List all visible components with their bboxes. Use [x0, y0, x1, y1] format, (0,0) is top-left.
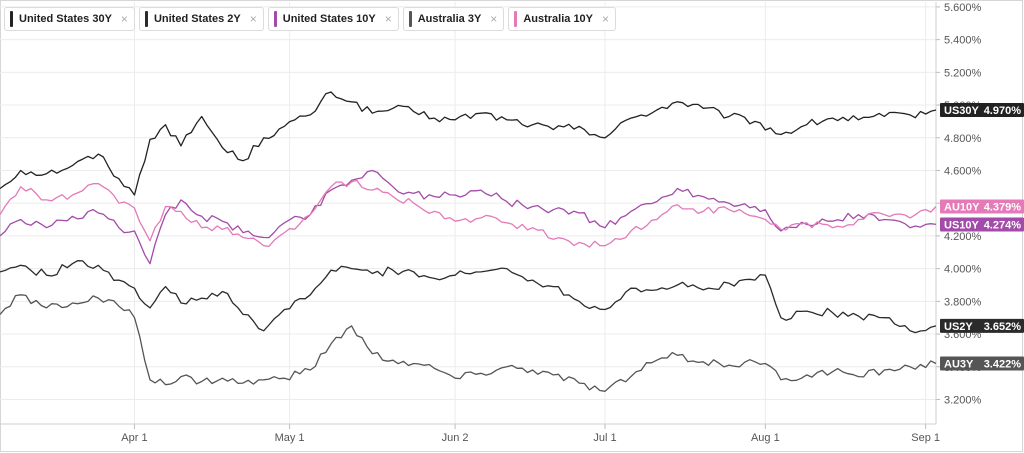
series-line: [0, 169, 937, 265]
legend-label: United States 10Y: [282, 13, 376, 25]
legend-label: United States 30Y: [19, 13, 112, 25]
x-tick-label: Sep 1: [911, 432, 940, 444]
badge-background: [940, 199, 1024, 214]
legend: United States 30Y × United States 2Y × Unite…: [4, 7, 617, 31]
badge-background: [940, 102, 1024, 117]
y-tick-label: 4.000%: [944, 264, 982, 276]
x-tick-label: Jul 1: [593, 432, 616, 444]
badge-value: 4.274%: [984, 219, 1022, 231]
last-value-badge: US2Y 3.652%: [940, 318, 1024, 333]
legend-item[interactable]: United States 2Y ×: [138, 7, 264, 31]
badge-value: 3.422%: [984, 358, 1022, 370]
legend-color-swatch: [408, 11, 412, 27]
legend-label: Australia 10Y: [523, 13, 594, 25]
legend-color-swatch: [144, 11, 148, 27]
x-tick-label: May 1: [275, 432, 305, 444]
x-tick-label: Aug 1: [751, 432, 780, 444]
legend-color-swatch: [514, 11, 518, 27]
legend-label: Australia 3Y: [417, 13, 482, 25]
legend-item[interactable]: United States 10Y ×: [267, 7, 399, 31]
badge-tag: US10Y: [944, 219, 980, 231]
badge-value: 4.379%: [984, 201, 1022, 213]
y-tick-label: 5.600%: [944, 2, 982, 14]
series-line: [0, 294, 937, 392]
y-tick-label: 3.200%: [944, 394, 982, 406]
close-icon[interactable]: ×: [384, 12, 392, 26]
badge-background: [940, 356, 1024, 371]
y-tick-label: 4.800%: [944, 133, 982, 145]
series-line: [0, 91, 937, 196]
y-tick-label: 4.200%: [944, 231, 982, 243]
badge-tag: US2Y: [944, 321, 973, 333]
y-tick-label: 5.200%: [944, 67, 982, 79]
legend-item[interactable]: United States 30Y ×: [4, 7, 135, 31]
badge-value: 4.970%: [984, 105, 1022, 117]
x-tick-label: Jun 2: [442, 432, 469, 444]
legend-label: United States 2Y: [153, 13, 241, 25]
badge-value: 3.652%: [984, 321, 1022, 333]
close-icon[interactable]: ×: [602, 12, 610, 26]
last-value-badge: AU3Y 3.422%: [940, 356, 1024, 371]
series-line: [0, 260, 937, 334]
legend-item[interactable]: Australia 3Y ×: [402, 7, 505, 31]
close-icon[interactable]: ×: [120, 12, 128, 26]
last-value-badge: US30Y 4.970%: [940, 102, 1024, 117]
badge-background: [940, 318, 1024, 333]
last-value-badge: US10Y 4.274%: [940, 217, 1024, 232]
y-tick-label: 3.800%: [944, 296, 982, 308]
legend-color-swatch: [273, 11, 277, 27]
last-value-badge: AU10Y 4.379%: [940, 199, 1024, 214]
badge-background: [940, 217, 1024, 232]
legend-color-swatch: [10, 11, 13, 27]
badge-tag: AU3Y: [944, 358, 974, 370]
badge-tag: US30Y: [944, 105, 980, 117]
badge-tag: AU10Y: [944, 201, 980, 213]
y-tick-label: 4.600%: [944, 165, 982, 177]
close-icon[interactable]: ×: [490, 12, 498, 26]
x-tick-label: Apr 1: [121, 432, 147, 444]
close-icon[interactable]: ×: [249, 12, 257, 26]
y-tick-label: 5.400%: [944, 35, 982, 47]
legend-item[interactable]: Australia 10Y ×: [508, 7, 617, 31]
series-line: [0, 179, 937, 248]
